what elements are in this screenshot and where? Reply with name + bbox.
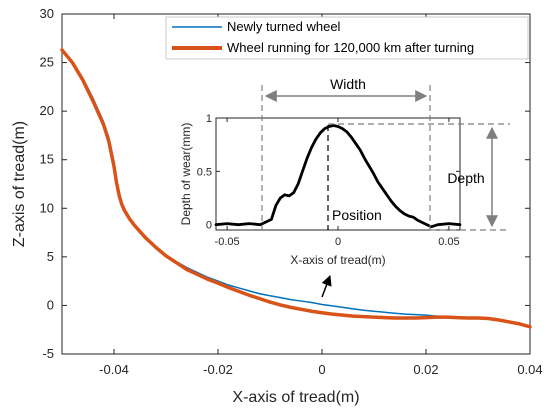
- x-tick-label: -0.05: [215, 236, 240, 248]
- x-tick-label: -0.04: [99, 362, 129, 377]
- inset-series: [214, 124, 462, 229]
- y-tick-label: 5: [47, 249, 54, 264]
- y-tick-label: 15: [40, 152, 54, 167]
- y-axis-label: Z-axis of tread(m): [11, 121, 28, 247]
- position-label: Position: [332, 207, 382, 223]
- x-tick-label: 0: [335, 236, 341, 248]
- x-axis-label: X-axis of tread(m): [232, 389, 359, 406]
- legend-label-worn: Wheel running for 120,000 km after turni…: [227, 40, 474, 55]
- x-tick-label: 0.02: [413, 362, 438, 377]
- y-tick-label: 20: [40, 103, 54, 118]
- x-tick-label: 0.04: [517, 362, 542, 377]
- legend: Newly turned wheel Wheel running for 120…: [165, 16, 529, 60]
- series-worn-wheel: [60, 48, 532, 329]
- legend-label-newly-turned: Newly turned wheel: [227, 19, 341, 34]
- y-tick-label: -5: [42, 346, 54, 361]
- y-tick-label: 10: [40, 200, 54, 215]
- series-wear-depth: [214, 124, 462, 229]
- y-tick-label: 25: [40, 55, 54, 70]
- x-tick-label: 0: [318, 362, 325, 377]
- inset-y-axis-label: Depth of wear(mm): [179, 123, 193, 226]
- y-tick-label: 0: [47, 297, 54, 312]
- main-plot-frame: [61, 13, 531, 355]
- y-tick-label: 0: [206, 220, 212, 232]
- depth-label: Depth: [447, 170, 484, 186]
- width-label: Width: [330, 76, 366, 92]
- main-series: [60, 48, 532, 329]
- inset-plot-frame: [215, 117, 461, 231]
- inset-pointer-arrow: [321, 275, 332, 298]
- y-tick-label: 30: [40, 6, 54, 21]
- y-tick-label: 0.5: [197, 166, 212, 178]
- x-tick-label: -0.02: [203, 362, 233, 377]
- legend-box: [165, 16, 529, 60]
- inset-x-axis-label: X-axis of tread(m): [290, 253, 385, 267]
- y-tick-label: 1: [206, 113, 212, 125]
- x-tick-label: 0.05: [438, 236, 459, 248]
